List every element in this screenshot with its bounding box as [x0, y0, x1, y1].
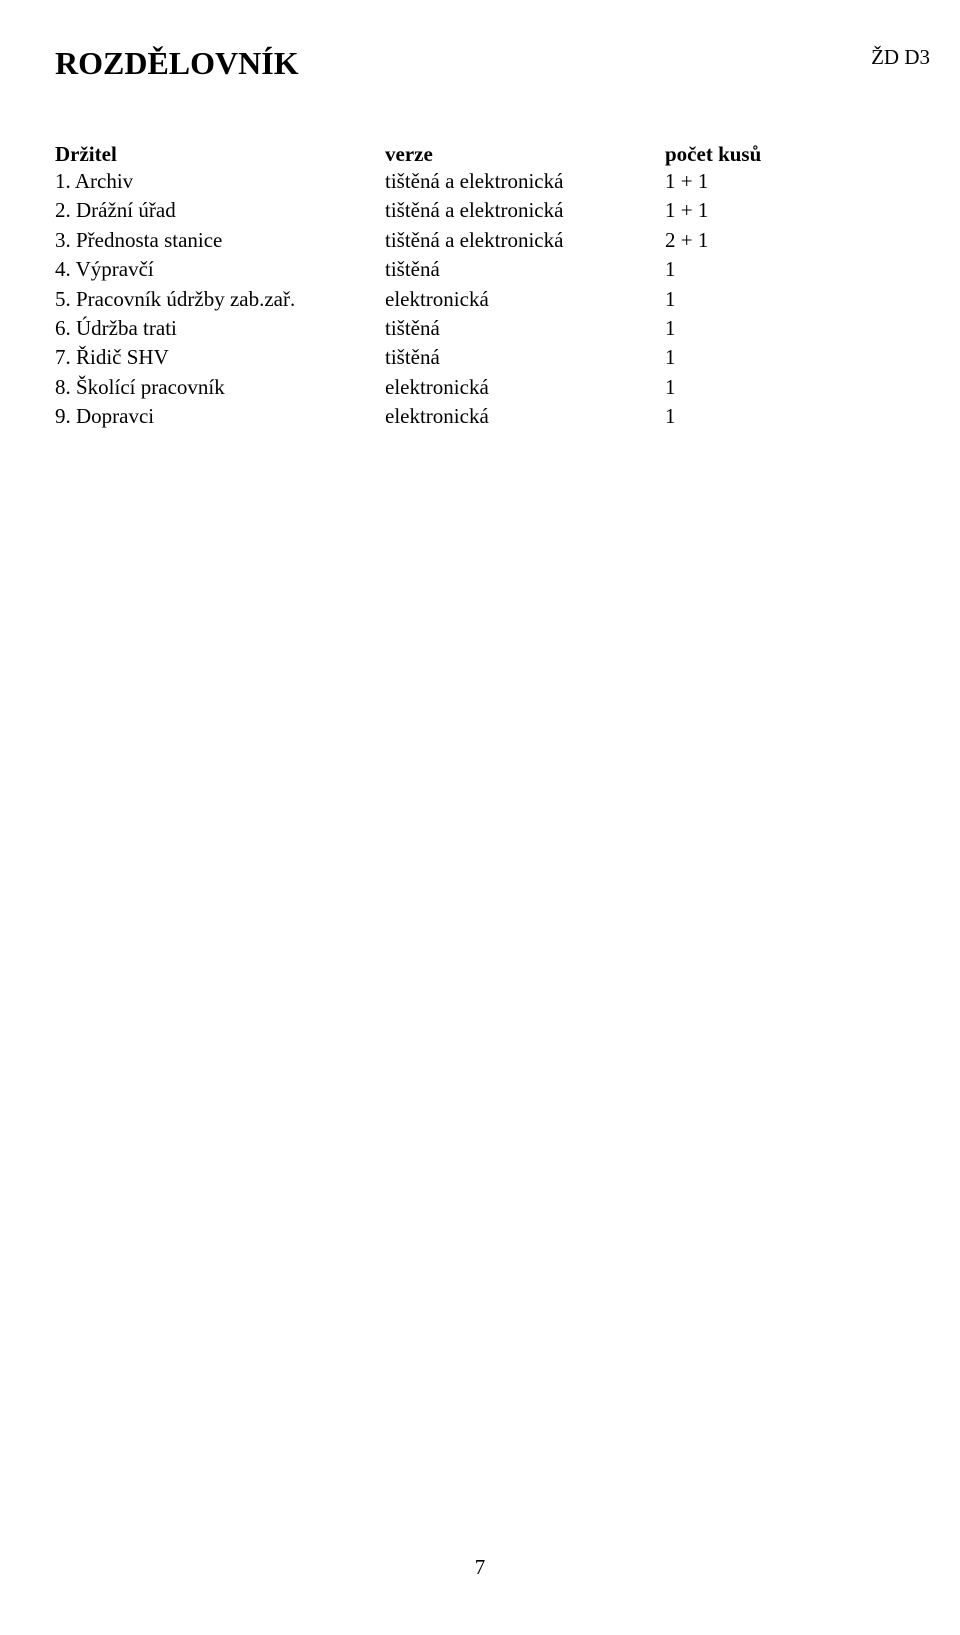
- table-row: 2. Drážní úřad tištěná a elektronická 1 …: [55, 196, 905, 225]
- cell-count: 1: [665, 373, 905, 402]
- table-row: 9. Dopravci elektronická 1: [55, 402, 905, 431]
- cell-version: elektronická: [385, 402, 665, 431]
- cell-version: tištěná a elektronická: [385, 196, 665, 225]
- column-header-version: verze: [385, 142, 665, 167]
- cell-holder: 9. Dopravci: [55, 402, 385, 431]
- cell-version: tištěná: [385, 314, 665, 343]
- page-number: 7: [0, 1555, 960, 1580]
- table-row: 3. Přednosta stanice tištěná a elektroni…: [55, 226, 905, 255]
- table-row: 5. Pracovník údržby zab.zař. elektronick…: [55, 285, 905, 314]
- table-row: 7. Řidič SHV tištěná 1: [55, 343, 905, 372]
- column-header-holder: Držitel: [55, 142, 385, 167]
- cell-holder: 2. Drážní úřad: [55, 196, 385, 225]
- cell-holder: 6. Údržba trati: [55, 314, 385, 343]
- cell-version: elektronická: [385, 285, 665, 314]
- cell-holder: 7. Řidič SHV: [55, 343, 385, 372]
- cell-holder: 1. Archiv: [55, 167, 385, 196]
- cell-version: tištěná a elektronická: [385, 226, 665, 255]
- cell-count: 1: [665, 285, 905, 314]
- cell-count: 1: [665, 314, 905, 343]
- cell-holder: 3. Přednosta stanice: [55, 226, 385, 255]
- table-row: 6. Údržba trati tištěná 1: [55, 314, 905, 343]
- cell-count: 1 + 1: [665, 167, 905, 196]
- table-row: 8. Školící pracovník elektronická 1: [55, 373, 905, 402]
- table-row: 4. Výpravčí tištěná 1: [55, 255, 905, 284]
- cell-count: 1: [665, 255, 905, 284]
- cell-version: elektronická: [385, 373, 665, 402]
- page-title: ROZDĚLOVNÍK: [55, 45, 905, 82]
- cell-count: 1: [665, 343, 905, 372]
- cell-count: 1: [665, 402, 905, 431]
- table-header-row: Držitel verze počet kusů: [55, 142, 905, 167]
- column-header-count: počet kusů: [665, 142, 905, 167]
- cell-holder: 5. Pracovník údržby zab.zař.: [55, 285, 385, 314]
- cell-count: 1 + 1: [665, 196, 905, 225]
- table-row: 1. Archiv tištěná a elektronická 1 + 1: [55, 167, 905, 196]
- cell-version: tištěná a elektronická: [385, 167, 665, 196]
- distribution-table: Držitel verze počet kusů 1. Archiv tiště…: [55, 142, 905, 432]
- header-corner: ŽD D3: [871, 45, 930, 70]
- cell-count: 2 + 1: [665, 226, 905, 255]
- cell-holder: 4. Výpravčí: [55, 255, 385, 284]
- cell-version: tištěná: [385, 255, 665, 284]
- cell-version: tištěná: [385, 343, 665, 372]
- cell-holder: 8. Školící pracovník: [55, 373, 385, 402]
